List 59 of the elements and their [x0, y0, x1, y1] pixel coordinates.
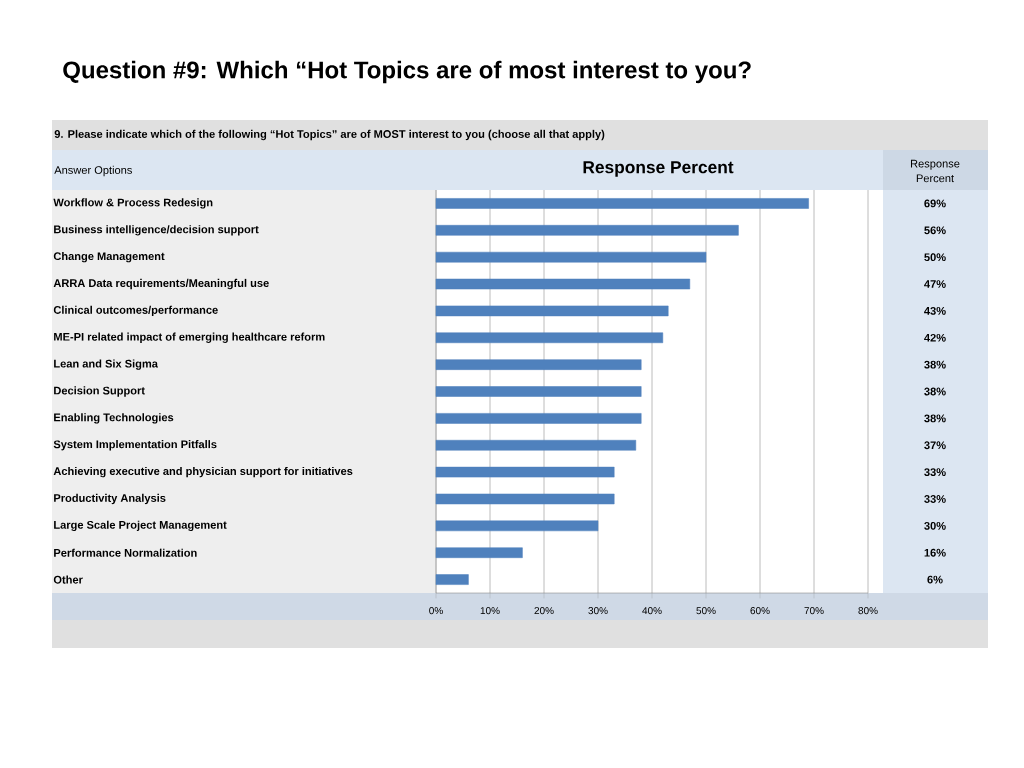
data-label: 33%: [924, 495, 946, 503]
data-label: 16%: [924, 548, 946, 557]
x-tick-label: 0%: [429, 607, 443, 615]
text: Response Percent: [910, 159, 960, 183]
y-tick-label: ARRA Data requirements/Meaningful use: [53, 278, 269, 290]
y-axis-title: Answer Options: [54, 165, 132, 177]
text: Response Percent: [583, 161, 734, 177]
x-tick-label: 60%: [750, 607, 770, 615]
y-tick-label: Large Scale Project Management: [54, 520, 227, 532]
x-tick-label: 40%: [642, 607, 662, 615]
y-tick-label: Productivity Analysis: [54, 493, 166, 505]
bar: [435, 386, 642, 397]
x-tick-label: 20%: [534, 607, 554, 615]
y-tick-label: System Implementation Pitfalls: [53, 440, 217, 451]
data-label: 38%: [924, 387, 946, 396]
bar: [435, 198, 809, 209]
data-label: 33%: [924, 468, 946, 477]
data-label: 37%: [924, 441, 946, 450]
y-tick-label: Business intelligence/decision support: [54, 225, 259, 236]
data-label: 47%: [924, 280, 946, 288]
data-label: 38%: [924, 414, 946, 423]
y-tick-label: Performance Normalization: [54, 548, 197, 557]
bar: [435, 520, 599, 532]
y-tick-label: Other: [53, 575, 83, 584]
y-tick-label: Lean and Six Sigma: [54, 359, 158, 370]
bar: [435, 547, 523, 558]
bar: [435, 466, 615, 478]
data-label: 38%: [924, 360, 946, 369]
bar: [435, 574, 469, 585]
data-label: 43%: [924, 307, 946, 315]
bar: [435, 278, 691, 290]
x-tick-label: 80%: [858, 607, 878, 615]
y-tick-label: Change Management: [53, 252, 165, 263]
data-label: 6%: [927, 575, 943, 584]
y-tick-label: Achieving executive and physician support for initiatives: [53, 466, 353, 478]
x-tick-label: 30%: [588, 607, 608, 615]
data-label: 69%: [924, 199, 946, 208]
y-tick-label: Clinical outcomes/performance: [53, 305, 218, 317]
y-tick-label: Workflow & Process Redesign: [53, 198, 213, 209]
x-tick-label: 50%: [696, 607, 716, 615]
bar: [435, 332, 664, 344]
bar: [435, 251, 707, 263]
data-label: 42%: [924, 333, 946, 342]
y-tick-label: Decision Support: [54, 386, 145, 397]
data-label: 50%: [924, 253, 946, 262]
data-label: 30%: [924, 521, 946, 530]
data-label: 56%: [924, 226, 946, 235]
text: 9. Please indicate which of the following “Hot Topics” are of MOST interest to you (choose all that apply): [54, 129, 605, 141]
x-tick-label: 70%: [804, 607, 824, 615]
y-tick-label: Enabling Technologies: [54, 413, 174, 424]
bar: [435, 359, 642, 370]
bar: [435, 493, 615, 505]
bar: [435, 413, 642, 424]
chart-title: Question #9: Which “Hot Topics are of most interest to you?: [63, 60, 751, 84]
bar: [435, 305, 669, 317]
bar: [435, 225, 739, 236]
y-tick-label: ME-PI related impact of emerging healthcare reform: [54, 332, 325, 343]
bar: [435, 439, 637, 451]
x-tick-label: 10%: [480, 607, 500, 615]
